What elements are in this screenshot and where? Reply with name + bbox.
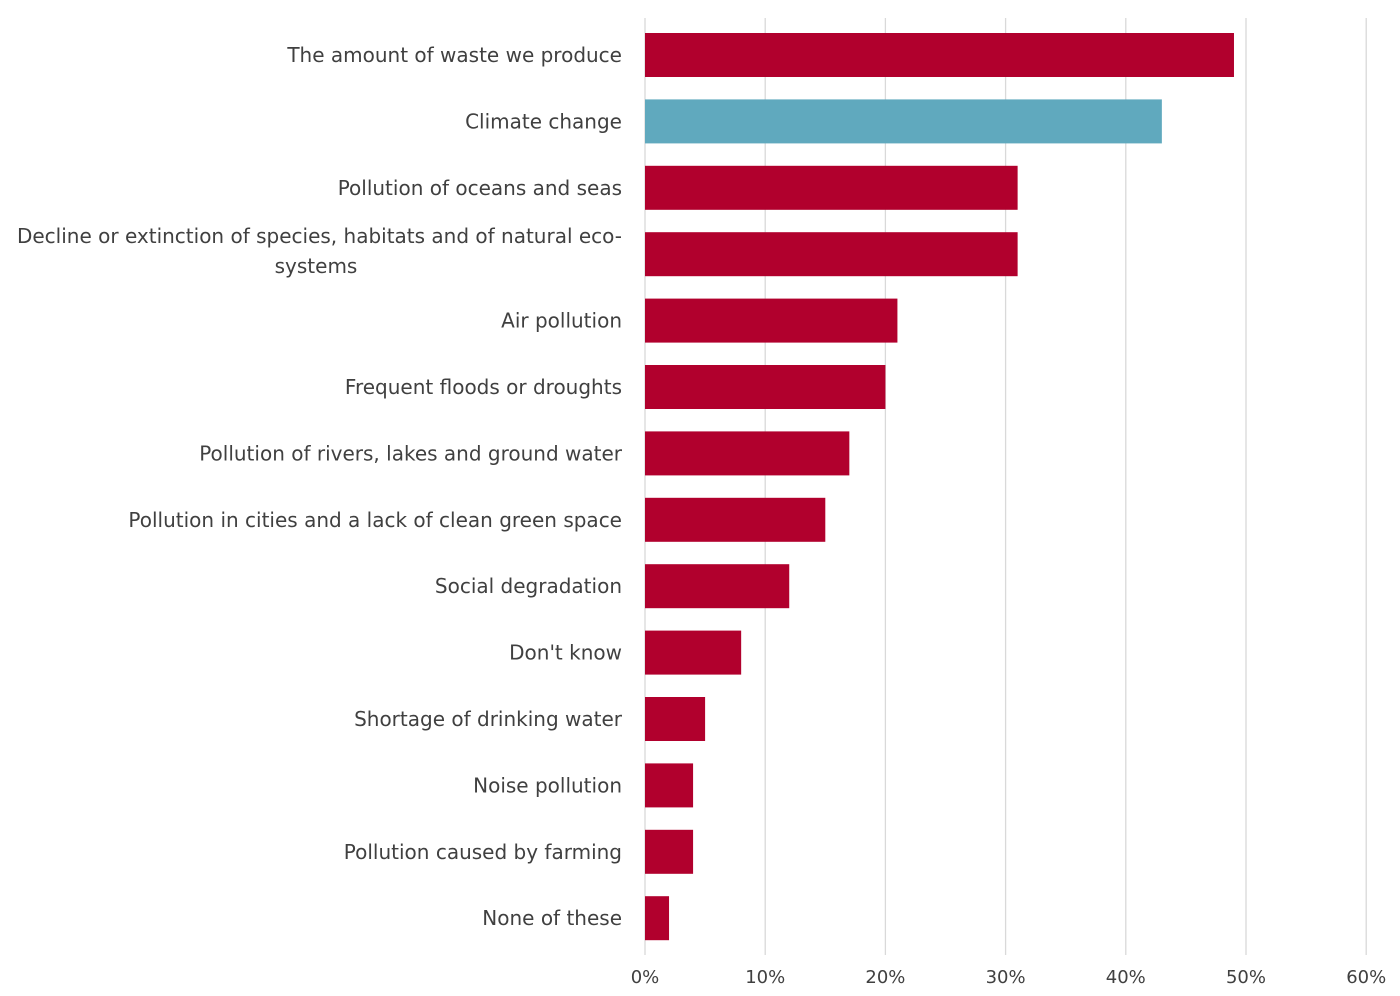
- x-tick-label: 30%: [986, 967, 1026, 988]
- category-label-social-degradation: Social degradation: [435, 574, 622, 598]
- bar-climate-change: [645, 99, 1162, 144]
- bar-don-t-know: [645, 630, 742, 675]
- category-label-don-t-know: Don't know: [509, 641, 622, 665]
- category-label-line: Pollution of oceans and seas: [338, 176, 622, 200]
- bar-social-degradation: [645, 564, 790, 609]
- bar-air-pollution: [645, 298, 898, 343]
- category-label-climate-change: Climate change: [465, 109, 622, 133]
- bar-frequent-floods-or-droughts: [645, 365, 886, 409]
- x-tick-label: 50%: [1226, 967, 1266, 988]
- category-label-line: Frequent floods or droughts: [345, 375, 622, 399]
- category-label-decline-or-extinction-of-species-habitats-and-of-natural-eco-systems: Decline or extinction of species, habita…: [17, 224, 622, 278]
- x-tick-label: 0%: [631, 967, 660, 988]
- x-tick-label: 10%: [745, 967, 785, 988]
- category-label-line: The amount of waste we produce: [286, 43, 622, 67]
- bars: [645, 33, 1234, 941]
- category-label-line: Pollution caused by farming: [344, 840, 622, 864]
- category-label-pollution-in-cities-and-a-lack-of-clean-green-space: Pollution in cities and a lack of clean …: [128, 508, 622, 532]
- bar-pollution-of-oceans-and-seas: [645, 165, 1018, 210]
- bar-pollution-of-rivers-lakes-and-ground-water: [645, 431, 850, 476]
- x-axis-ticks: 0% 10% 20% 30% 40% 50% 60%: [631, 967, 1386, 988]
- category-label-frequent-floods-or-droughts: Frequent floods or droughts: [345, 375, 622, 399]
- x-tick-label: 60%: [1346, 967, 1386, 988]
- x-tick-label: 20%: [865, 967, 905, 988]
- bar-decline-or-extinction-of-species-habitats-and-of-natural-eco-systems: [645, 232, 1018, 277]
- category-label-none-of-these: None of these: [482, 906, 622, 930]
- category-label-line: Don't know: [509, 641, 622, 665]
- bar-noise-pollution: [645, 763, 694, 808]
- category-label-the-amount-of-waste-we-produce: The amount of waste we produce: [286, 43, 622, 67]
- bar-pollution-in-cities-and-a-lack-of-clean-green-space: [645, 497, 826, 542]
- category-label-shortage-of-drinking-water: Shortage of drinking water: [354, 707, 623, 731]
- category-labels: The amount of waste we produce Climate ch…: [17, 43, 623, 930]
- x-tick-label: 40%: [1106, 967, 1146, 988]
- category-label-pollution-of-rivers-lakes-and-ground-water: Pollution of rivers, lakes and ground wa…: [199, 441, 623, 465]
- category-label-line: Noise pollution: [473, 773, 622, 797]
- category-label-pollution-caused-by-farming: Pollution caused by farming: [344, 840, 622, 864]
- category-label-pollution-of-oceans-and-seas: Pollution of oceans and seas: [338, 176, 622, 200]
- gridlines: [644, 18, 1367, 955]
- category-label-line: Pollution in cities and a lack of clean …: [128, 508, 622, 532]
- bar-pollution-caused-by-farming: [645, 829, 694, 874]
- category-label-line: systems: [275, 254, 358, 278]
- bar-the-amount-of-waste-we-produce: [645, 33, 1234, 77]
- bar-none-of-these: [645, 896, 670, 941]
- category-label-line: Air pollution: [501, 309, 622, 333]
- category-label-line: Decline or extinction of species, habita…: [17, 224, 622, 248]
- category-label-line: Pollution of rivers, lakes and ground wa…: [199, 441, 623, 465]
- category-label-air-pollution: Air pollution: [501, 309, 622, 333]
- bar-shortage-of-drinking-water: [645, 697, 706, 741]
- category-label-line: Climate change: [465, 109, 622, 133]
- category-label-line: Social degradation: [435, 574, 622, 598]
- category-label-line: Shortage of drinking water: [354, 707, 623, 731]
- category-label-noise-pollution: Noise pollution: [473, 773, 622, 797]
- category-label-line: None of these: [482, 906, 622, 930]
